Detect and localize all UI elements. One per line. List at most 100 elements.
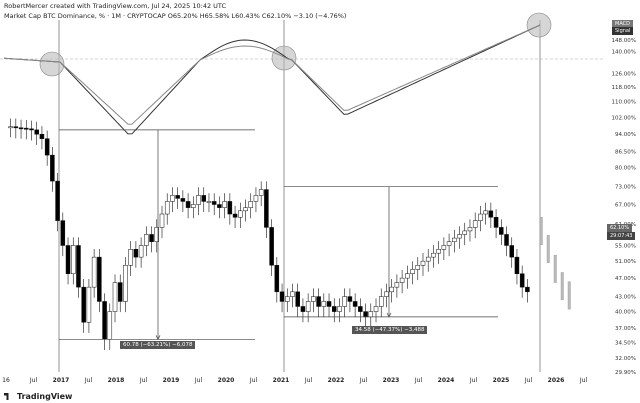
candle-body — [39, 133, 45, 139]
x-tick-label: 2025 — [493, 377, 510, 384]
x-tick-label: Jul — [414, 377, 423, 384]
candle-body — [499, 227, 504, 235]
candle-body — [274, 265, 280, 293]
candle-body — [358, 306, 363, 312]
candle-body — [238, 210, 243, 218]
price-axis[interactable]: 148.00% 140.00% 126.00% 118.00% 110.00% 102.0… — [612, 38, 636, 376]
x-tick-label: 2020 — [218, 377, 235, 384]
candle-body — [217, 204, 222, 208]
symbol-line: Market Cap BTC Dominance, % · 1M · CRYPT… — [4, 12, 166, 20]
candle-body — [514, 256, 520, 274]
x-tick-label: Jul — [359, 377, 368, 384]
y-tick-label: 73.00% — [615, 185, 636, 191]
candle-body — [467, 227, 473, 232]
candle-body — [201, 195, 207, 202]
candle-body — [24, 127, 29, 130]
x-tick-label: Jul — [579, 377, 588, 384]
candle-body — [410, 269, 415, 274]
x-tick-label: 16 — [2, 377, 10, 384]
x-tick-label: 2018 — [108, 377, 125, 384]
ohlc-values: O65.20% H65.58% L60.43% C62.10% −3.10 (−… — [167, 12, 347, 20]
range-label-1: 60.78 (−63.21%) −6,078 — [120, 341, 196, 349]
candle-body — [331, 306, 337, 312]
y-tick-label: 29.90% — [615, 370, 636, 376]
y-tick-label: 55.00% — [615, 243, 636, 249]
cycle-marker-circle — [39, 51, 65, 77]
candle-body — [128, 249, 133, 266]
time-axis[interactable]: 16 Jul 2017 Jul 2018 Jul 2019 Jul 2020 Jul 2021 Jul… — [2, 377, 587, 384]
candle-body — [102, 301, 107, 340]
y-tick-label: 118.00% — [612, 85, 636, 91]
candle-body — [420, 260, 426, 266]
candle-body — [86, 286, 92, 323]
candle-body — [446, 241, 452, 246]
candle-body — [70, 245, 76, 274]
forecast-candle — [539, 217, 543, 245]
x-tick-label: Jul — [194, 377, 203, 384]
signal-line — [3, 24, 541, 125]
candle-body — [326, 301, 332, 307]
candle-body — [123, 265, 128, 302]
legend-macd: MACD — [612, 20, 633, 28]
candle-body — [34, 129, 39, 135]
symbol-info: Market Cap BTC Dominance, % · 1M · CRYPT… — [4, 12, 346, 20]
candle-body — [415, 265, 421, 270]
candle-body — [55, 180, 60, 221]
y-tick-label: 110.00% — [612, 100, 636, 106]
y-tick-label: 126.00% — [612, 71, 636, 77]
candle-body — [462, 230, 468, 235]
candle-body — [138, 245, 144, 258]
candle-body — [269, 227, 274, 266]
candle-body — [44, 138, 50, 156]
candle-body — [311, 296, 316, 302]
candle-body — [452, 237, 457, 242]
candle-body — [164, 201, 170, 215]
candle-body — [373, 306, 379, 312]
x-tick-label: 2026 — [548, 377, 565, 384]
brand-text: TradingView — [17, 392, 73, 401]
candle-body — [378, 296, 384, 307]
x-tick-label: Jul — [29, 377, 38, 384]
forecast-candle — [553, 254, 557, 283]
candle-body — [206, 201, 212, 203]
price-badge-countdown: 29:07:43 — [607, 232, 636, 240]
candle-body — [159, 213, 165, 228]
candle-body — [264, 189, 269, 228]
macd-indicator — [3, 24, 541, 135]
cycle-markers — [39, 12, 552, 372]
candle-body — [316, 296, 321, 307]
candle-body — [483, 210, 488, 215]
legend-signal: Signal — [612, 27, 634, 35]
y-tick-label: 102.00% — [612, 115, 636, 121]
candle-body — [76, 245, 81, 288]
candle-body — [50, 154, 55, 182]
candle-body — [493, 217, 499, 228]
candle-body — [13, 126, 19, 129]
candle-body — [363, 311, 368, 318]
x-tick-label: Jul — [469, 377, 478, 384]
candle-body — [399, 277, 405, 283]
x-tick-label: Jul — [84, 377, 93, 384]
candle-body — [321, 301, 327, 307]
tradingview-icon — [4, 393, 9, 400]
tradingview-logo[interactable]: TradingView — [4, 392, 72, 401]
y-tick-label: 67.00% — [615, 203, 636, 209]
macd-line — [3, 24, 541, 135]
range-arrowhead — [155, 335, 161, 341]
x-tick-label: 2017 — [53, 377, 70, 384]
candle-body — [191, 204, 196, 208]
y-tick-label: 37.00% — [615, 326, 636, 332]
y-tick-label: 32.00% — [615, 356, 636, 362]
y-tick-label: 40.00% — [615, 310, 636, 316]
x-tick-label: 2022 — [328, 377, 345, 384]
candle-body — [60, 220, 66, 246]
x-tick-label: 2024 — [438, 377, 455, 384]
candle-body — [91, 256, 97, 288]
candle-body — [337, 306, 342, 312]
candle-body — [258, 189, 264, 196]
candle-body — [352, 301, 358, 307]
y-tick-label: 34.50% — [615, 340, 636, 346]
candle-body — [509, 245, 514, 258]
y-tick-label: 140.00% — [612, 50, 636, 56]
